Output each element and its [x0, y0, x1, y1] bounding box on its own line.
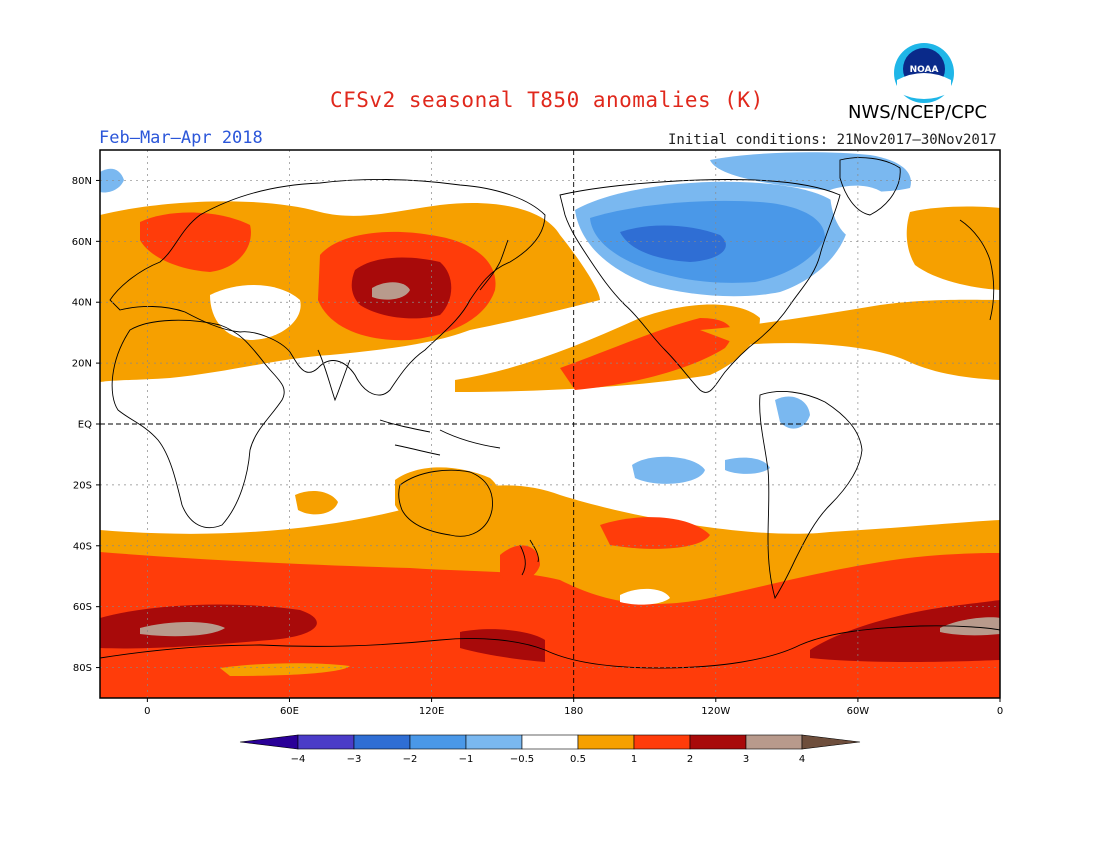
anomaly-patch-europe-red — [140, 212, 251, 272]
colorbar-swatch — [465, 734, 523, 750]
anomaly-patch-indian-orange — [295, 490, 338, 515]
colorbar-label: −0.5 — [510, 754, 534, 765]
colorbar-label: −3 — [347, 754, 362, 765]
lon-label: 180 — [564, 706, 583, 717]
map-title: CFSv2 seasonal T850 anomalies (K) — [330, 88, 764, 112]
coastline-africa — [111, 319, 285, 529]
anomaly-patch-arctic-blue — [710, 152, 911, 192]
anomaly-patch-tropical-pacific-blue — [632, 456, 705, 484]
lat-label: 80N — [72, 176, 92, 187]
lon-label: 0 — [144, 706, 150, 717]
coastline-india — [317, 349, 351, 402]
coastline-europe-west — [959, 219, 995, 321]
longitude-labels: 0 60E 120E 180 120W 60W 0 — [144, 698, 1003, 717]
anomaly-patch-greenland-white — [830, 185, 890, 240]
coastline-europe-asia — [109, 179, 546, 396]
anomaly-patch-amazon-blue — [775, 396, 810, 429]
anomaly-patch-north-white-inner — [210, 284, 301, 340]
colorbar-label: −4 — [291, 754, 306, 765]
anomaly-patch-antarctic-darkred-east — [810, 600, 1000, 662]
colorbar-swatch — [689, 734, 747, 750]
forecast-period: Feb–Mar–Apr 2018 — [99, 128, 263, 148]
colorbar-label: −1 — [459, 754, 474, 765]
anomaly-patch-pacific-red — [560, 318, 732, 390]
colorbar-swatch — [577, 734, 635, 750]
anomaly-patch-south-atlantic-white — [620, 588, 670, 605]
anomaly-patch-antarctic-pink-east — [940, 617, 1000, 636]
lat-label: 80S — [73, 663, 92, 674]
lat-label: EQ — [78, 420, 92, 431]
anomaly-band-south-red — [100, 552, 1000, 698]
agency-label: NWS/NCEP/CPC — [848, 102, 988, 123]
lon-label: 0 — [997, 706, 1003, 717]
latitude-labels: 80N 60N 40N 20N EQ 20S 40S 60S 80S — [72, 176, 100, 674]
anomaly-patch-australia-orange — [395, 467, 500, 531]
lat-label: 40S — [73, 541, 92, 552]
coastline-indonesia — [379, 419, 501, 456]
colorbar-swatch — [745, 734, 803, 750]
lon-label: 120E — [419, 706, 444, 717]
initial-conditions: Initial conditions: 21Nov2017–30Nov2017 — [668, 132, 997, 148]
coastline-greenland — [839, 157, 901, 216]
lat-label: 20S — [73, 480, 92, 491]
colorbar-swatch — [633, 734, 691, 750]
lat-label: 20N — [72, 359, 92, 370]
coastline-new-zealand — [519, 539, 539, 576]
anomaly-patch-tropical-east-pacific-blue — [725, 457, 770, 474]
anomaly-patch-nz-red — [500, 545, 540, 583]
coastline-japan — [479, 239, 509, 291]
anomaly-patch-north-america-blue-dark — [620, 225, 726, 262]
anomaly-patch-antarctic-orange — [220, 663, 350, 676]
lon-label: 60E — [280, 706, 299, 717]
colorbar-arrow-high — [801, 734, 861, 750]
anomaly-patch-asia-pink — [372, 282, 410, 300]
anomaly-patch-ross-darkred — [460, 629, 545, 662]
colorbar-label: 4 — [799, 754, 805, 765]
lon-label: 60W — [847, 706, 870, 717]
lat-label: 40N — [72, 298, 92, 309]
colorbar-label: 0.5 — [570, 754, 586, 765]
colorbar-swatch — [297, 734, 355, 750]
anomaly-patch-antarctic-pink-west — [140, 622, 225, 637]
coastline-antarctica — [100, 625, 1000, 669]
colorbar-label: 2 — [687, 754, 693, 765]
anomaly-patch-east-north-orange — [906, 206, 1000, 290]
colorbar-swatch — [353, 734, 411, 750]
logo-text: NOAA — [910, 65, 939, 75]
lat-label: 60N — [72, 237, 92, 248]
anomaly-band-atlantic-orange — [700, 299, 1000, 380]
coastline-south-america — [759, 391, 863, 600]
lat-label: 60S — [73, 602, 92, 613]
lon-label: 120W — [701, 706, 730, 717]
colorbar-label: 1 — [631, 754, 637, 765]
colorbar-label: 3 — [743, 754, 749, 765]
anomaly-patch-south-pacific-red — [600, 517, 710, 549]
colorbar-label: −2 — [403, 754, 418, 765]
colorbar-arrow-low — [239, 734, 299, 750]
colorbar: −4 −3 −2 −1 −0.5 0.5 1 2 3 4 — [239, 734, 861, 765]
colorbar-swatch — [521, 734, 579, 750]
colorbar-swatch — [409, 734, 467, 750]
coastline-australia — [398, 469, 493, 537]
noaa-logo-icon: NOAA — [894, 43, 954, 103]
